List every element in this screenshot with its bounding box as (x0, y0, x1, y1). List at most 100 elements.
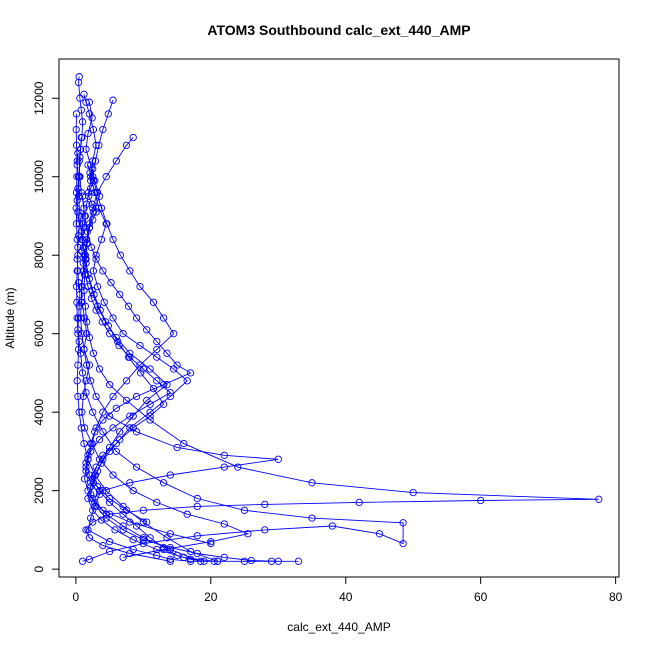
data-point (78, 557, 87, 565)
data-point (83, 361, 91, 369)
data-point (75, 73, 83, 81)
data-point (74, 251, 82, 259)
data-point (102, 487, 110, 495)
data-point (77, 133, 85, 142)
data-point (78, 235, 87, 244)
data-point (82, 526, 90, 534)
data-point (115, 341, 123, 350)
data-point (149, 384, 158, 393)
y-tick-label: 6000 (32, 320, 46, 347)
data-point (87, 294, 96, 303)
data-point (99, 267, 107, 275)
data-point (129, 424, 137, 432)
data-point (75, 173, 83, 181)
data-point (76, 212, 84, 220)
x-tick-label: 80 (609, 590, 623, 604)
data-point (220, 553, 228, 562)
data-point (132, 392, 141, 401)
data-point (186, 369, 195, 377)
data-point (97, 204, 106, 212)
data-point (89, 494, 97, 503)
data-point (103, 220, 111, 228)
x-tick-label: 0 (73, 590, 80, 604)
series-line (78, 137, 215, 562)
data-point (97, 235, 106, 244)
data-point (166, 545, 174, 554)
data-point (126, 267, 134, 275)
data-point (126, 549, 134, 558)
data-point (159, 314, 168, 322)
data-point (72, 220, 81, 228)
data-point (105, 381, 114, 389)
data-point (105, 447, 114, 456)
data-point (193, 532, 201, 540)
data-point (82, 145, 90, 153)
data-point (153, 345, 161, 354)
data-point (180, 553, 188, 562)
data-point (207, 539, 215, 548)
data-point (132, 314, 141, 322)
data-point (122, 141, 131, 149)
series-line (81, 168, 172, 523)
data-point (89, 173, 97, 181)
series-line (84, 102, 279, 562)
data-point (72, 188, 81, 197)
data-point (240, 506, 249, 514)
data-point (78, 369, 87, 377)
data-point (274, 557, 282, 565)
data-point (143, 326, 151, 334)
data-point (93, 188, 101, 197)
data-point (159, 479, 168, 487)
data-point (146, 412, 154, 420)
data-point (146, 416, 154, 424)
data-point (261, 500, 269, 509)
data-point (74, 192, 83, 200)
data-point (114, 337, 122, 346)
data-point (132, 522, 141, 530)
data-point (74, 279, 83, 287)
data-point (75, 220, 83, 228)
data-point (200, 557, 208, 565)
data-point (85, 534, 94, 542)
data-point (93, 483, 102, 491)
data-point (97, 516, 106, 524)
data-point (97, 459, 106, 467)
data-point (100, 298, 108, 306)
data-point (96, 306, 104, 314)
data-point (78, 192, 87, 200)
data-point (85, 555, 94, 563)
data-point (99, 416, 107, 424)
data-point (119, 330, 127, 338)
data-point (129, 536, 137, 544)
data-point (139, 365, 147, 373)
data-point (136, 341, 144, 350)
data-point (73, 196, 81, 204)
data-point (186, 547, 195, 556)
data-point (95, 455, 104, 463)
y-tick-label: 2000 (32, 477, 46, 504)
data-point (89, 165, 97, 173)
data-point (173, 361, 181, 369)
data-point (126, 412, 134, 420)
data-point (79, 259, 87, 267)
data-point (136, 282, 144, 291)
series-line (80, 137, 279, 545)
data-point (91, 428, 99, 436)
data-point (82, 388, 90, 397)
data-point (207, 538, 215, 546)
data-point (153, 377, 161, 385)
data-point (143, 518, 151, 526)
data-point (89, 506, 97, 514)
data-point (109, 235, 117, 244)
data-point (87, 243, 96, 252)
data-point (328, 522, 336, 530)
data-point (109, 424, 117, 432)
data-point (220, 520, 228, 528)
data-point (80, 286, 88, 295)
data-point (112, 404, 120, 412)
data-point (92, 208, 100, 216)
data-point (89, 518, 97, 526)
data-point (234, 463, 242, 471)
series-profile (78, 165, 174, 526)
data-point (84, 161, 92, 169)
